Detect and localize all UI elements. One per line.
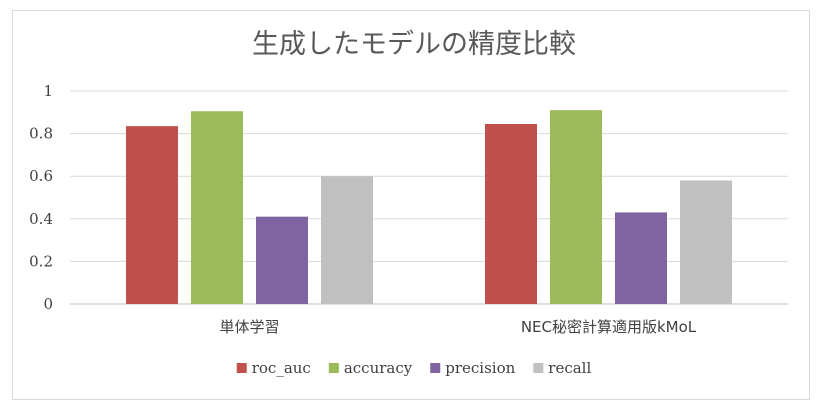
legend-item-precision: precision — [430, 359, 516, 377]
legend-label: precision — [445, 359, 515, 377]
y-tick-label: 0 — [43, 295, 53, 313]
legend: roc_auc accuracy precision recall — [236, 359, 591, 377]
legend-swatch — [236, 363, 247, 373]
chart-title: 生成したモデルの精度比較 — [252, 29, 576, 60]
bar-roc_auc — [485, 124, 537, 304]
bar-recall — [321, 176, 373, 304]
legend-item-roc_auc: roc_auc — [236, 359, 311, 377]
x-axis: 単体学習 NEC秘密計算適用版kMoL — [219, 318, 696, 336]
legend-label: accuracy — [344, 359, 413, 377]
x-category-label: NEC秘密計算適用版kMoL — [521, 318, 697, 336]
x-category-label: 単体学習 — [219, 318, 279, 336]
bar-accuracy — [191, 111, 243, 304]
y-axis: 0 0.2 0.4 0.6 0.8 1 — [29, 82, 53, 313]
y-tick-label: 0.4 — [29, 210, 53, 228]
bar-precision — [615, 212, 667, 304]
y-tick-label: 0.8 — [29, 125, 53, 143]
bar-roc_auc — [126, 126, 178, 305]
legend-swatch — [430, 363, 441, 373]
legend-label: roc_auc — [252, 359, 311, 377]
bars — [126, 110, 732, 305]
bar-accuracy — [550, 110, 602, 304]
y-tick-label: 1 — [43, 82, 53, 100]
legend-swatch — [533, 363, 544, 373]
bar-precision — [256, 216, 308, 304]
gridlines — [70, 90, 788, 305]
legend-label: recall — [548, 359, 591, 377]
legend-item-accuracy: accuracy — [328, 359, 413, 377]
y-tick-label: 0.6 — [29, 167, 53, 185]
bar-recall — [680, 180, 732, 304]
y-tick-label: 0.2 — [29, 252, 53, 270]
legend-swatch — [328, 363, 339, 373]
legend-item-recall: recall — [533, 359, 591, 377]
